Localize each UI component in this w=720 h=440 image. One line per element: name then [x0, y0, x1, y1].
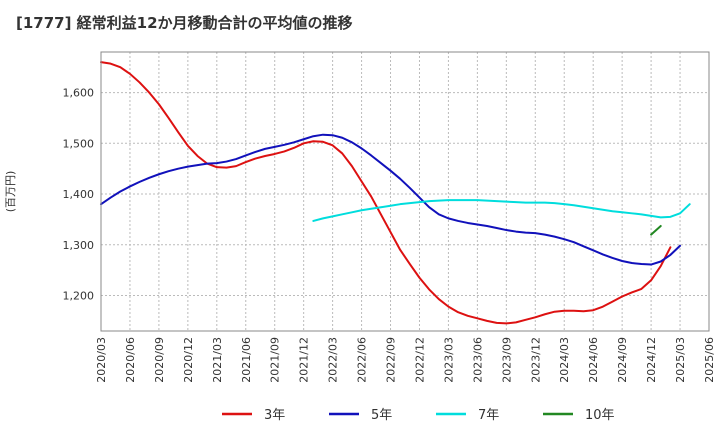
x-tick-label: 2022/09 — [385, 337, 398, 383]
x-tick-label: 2023/09 — [500, 337, 513, 383]
x-tick-label: 2021/03 — [211, 337, 224, 383]
x-tick-label: 2022/12 — [413, 337, 426, 383]
x-tick-label: 2023/06 — [471, 337, 484, 383]
y-tick-label: 1,400 — [63, 188, 95, 201]
x-tick-label: 2021/12 — [298, 337, 311, 383]
legend: 3年 5年 7年 10年 — [222, 408, 615, 423]
y-tick-label: 1,500 — [63, 137, 95, 150]
x-tick-labels: 2020/03 2020/06 2020/09 2020/12 2021/03 2021/… — [95, 337, 716, 383]
gridlines — [100, 52, 710, 331]
x-tick-label: 2025/03 — [674, 337, 687, 383]
series-line — [100, 133, 682, 266]
series-line — [312, 199, 691, 222]
y-axis-title: (百万円) — [4, 171, 17, 213]
y-tick-label: 1,600 — [63, 87, 95, 100]
x-tick-label: 2023/12 — [529, 337, 542, 383]
x-tick-label: 2021/09 — [269, 337, 282, 383]
x-tick-label: 2024/12 — [645, 337, 658, 383]
series-lines — [100, 61, 691, 325]
legend-label: 5年 — [371, 408, 392, 423]
y-tick-label: 1,300 — [63, 239, 95, 252]
x-tick-label: 2022/03 — [327, 337, 340, 383]
x-tick-label: 2024/03 — [558, 337, 571, 383]
x-tick-label: 2020/09 — [153, 337, 166, 383]
series-line — [100, 61, 672, 325]
y-tick-labels: 1,200 1,300 1,400 1,500 1,600 — [63, 87, 95, 303]
x-tick-label: 2020/06 — [124, 337, 137, 383]
x-tick-label: 2024/09 — [616, 337, 629, 383]
legend-label: 3年 — [264, 408, 285, 423]
y-tick-label: 1,200 — [63, 289, 95, 302]
x-tick-label: 2021/06 — [240, 337, 253, 383]
plot-frame — [100, 51, 710, 332]
x-tick-label: 2020/12 — [182, 337, 195, 383]
x-tick-label: 2024/06 — [587, 337, 600, 383]
x-tick-label: 2022/06 — [356, 337, 369, 383]
x-tick-label: 2020/03 — [95, 337, 108, 383]
chart-title: [1777] 経常利益12か月移動合計の平均値の推移 — [16, 14, 353, 32]
x-tick-label: 2025/06 — [703, 337, 716, 383]
x-tick-label: 2023/03 — [442, 337, 455, 383]
series-line — [650, 224, 662, 236]
legend-label: 7年 — [478, 408, 499, 423]
legend-label: 10年 — [585, 408, 615, 423]
